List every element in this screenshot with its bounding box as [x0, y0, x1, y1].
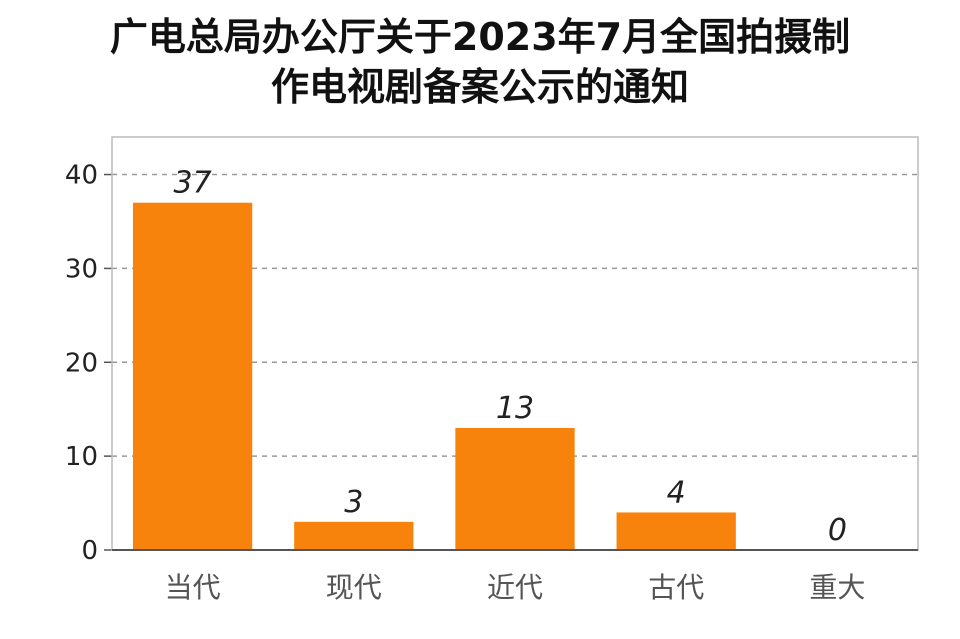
data-label-重大: 0 — [828, 513, 847, 548]
bar-现代 — [294, 521, 414, 550]
x-category-近代: 近代 — [487, 571, 543, 604]
x-axis-categories: 当代 现代 近代 古代 重大 — [165, 571, 866, 604]
y-tick-label-40: 40 — [65, 161, 98, 191]
bars — [132, 202, 736, 551]
data-labels: 37 3 13 4 0 — [174, 166, 847, 548]
bar-近代 — [455, 427, 575, 550]
y-tick-label-10: 10 — [65, 442, 98, 472]
data-label-近代: 13 — [496, 391, 534, 426]
bar-当代 — [132, 202, 253, 551]
x-category-当代: 当代 — [165, 571, 221, 604]
x-category-古代: 古代 — [648, 571, 704, 604]
y-tick-label-0: 0 — [81, 536, 98, 566]
data-label-古代: 4 — [667, 475, 686, 510]
data-label-现代: 3 — [344, 485, 363, 520]
data-label-当代: 37 — [174, 166, 212, 201]
y-tick-label-30: 30 — [65, 254, 98, 284]
y-tick-label-20: 20 — [65, 348, 98, 378]
chart-title-line-2: 作电视剧备案公示的通知 — [270, 65, 689, 109]
x-category-现代: 现代 — [326, 571, 382, 604]
y-axis-ticks: 0 10 20 30 40 — [65, 161, 112, 566]
chart-title-line-1: 广电总局办公厅关于2023年7月全国拍摄制 — [109, 15, 851, 59]
x-category-重大: 重大 — [809, 571, 865, 604]
bar-古代 — [616, 512, 736, 550]
chart-title: 广电总局办公厅关于2023年7月全国拍摄制 作电视剧备案公示的通知 — [0, 12, 960, 112]
